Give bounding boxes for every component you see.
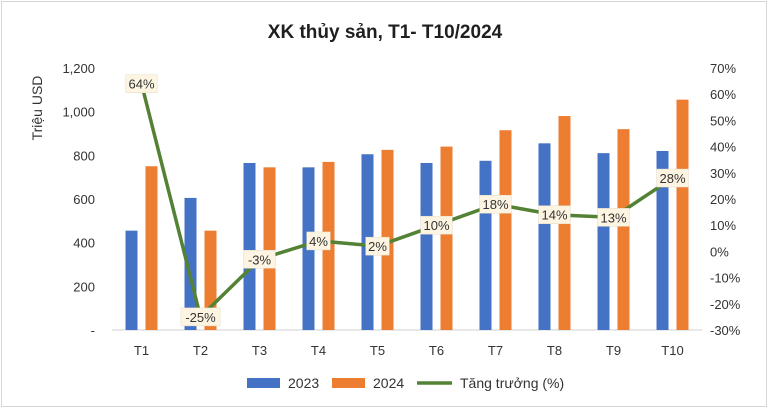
left-tick-label: - <box>91 323 95 338</box>
data-label-box <box>180 307 221 327</box>
bar-2024-T6 <box>440 146 453 330</box>
bar-2024-T3 <box>263 167 276 330</box>
growth-line <box>139 83 674 319</box>
bar-2023-T2 <box>184 197 197 330</box>
right-tick-label: 60% <box>710 87 736 102</box>
data-label-box <box>479 194 512 214</box>
right-tick-label: -30% <box>710 323 741 338</box>
left-tick-label: 1,200 <box>62 61 95 76</box>
bar-2023-T7 <box>479 160 492 330</box>
bar-2023-T9 <box>597 153 610 330</box>
legend: 2023 2024 Tăng trưởng (%) <box>247 375 564 391</box>
bar-2024-T9 <box>617 129 630 330</box>
category-label: T5 <box>370 343 385 358</box>
data-labels: 64% -25% -3% 4% 2% 10% 18% 14% 13% 28% <box>125 74 689 327</box>
bar-2024-T10 <box>676 99 689 331</box>
legend-swatch-2023 <box>247 378 280 388</box>
data-label: -3% <box>248 252 272 267</box>
data-label: 4% <box>309 234 328 249</box>
bar-2023-T10 <box>656 150 669 330</box>
right-tick-label: 10% <box>710 218 736 233</box>
right-tick-label: 20% <box>710 192 736 207</box>
data-label-box <box>597 208 630 227</box>
right-tick-label: -10% <box>710 271 741 286</box>
category-label: T6 <box>429 343 444 358</box>
data-label: 2% <box>368 239 387 254</box>
growth-line-series <box>139 83 674 319</box>
right-tick-label: 50% <box>710 113 736 128</box>
left-axis: - 200 400 600 800 1,000 1,200 <box>62 61 95 338</box>
category-label: T8 <box>547 343 562 358</box>
data-label-box <box>243 250 276 269</box>
category-label: T9 <box>606 343 621 358</box>
category-label: T1 <box>134 343 149 358</box>
right-tick-label: 70% <box>710 61 736 76</box>
right-axis: 70% 60% 50% 40% 30% 20% 10% 0% -10% -20% -30% <box>710 61 741 338</box>
legend-swatch-2024 <box>332 378 365 388</box>
data-label-box <box>420 215 453 235</box>
left-tick-label: 800 <box>73 148 95 163</box>
data-label-box <box>538 205 571 224</box>
data-label: 13% <box>600 210 626 225</box>
left-tick-label: 1,000 <box>62 105 95 120</box>
category-label: T2 <box>193 343 208 358</box>
category-label: T4 <box>311 343 326 358</box>
right-tick-label: 30% <box>710 166 736 181</box>
bar-2024-T1 <box>145 166 158 330</box>
data-label-box <box>365 236 390 256</box>
data-label: 18% <box>482 197 508 212</box>
right-tick-label: 0% <box>710 244 729 259</box>
category-label: T10 <box>661 343 683 358</box>
data-label-box <box>125 74 158 93</box>
data-label: 14% <box>541 208 567 223</box>
data-label-box <box>306 231 331 251</box>
bar-2023-T3 <box>243 162 256 330</box>
bar-series <box>125 99 689 331</box>
category-label: T3 <box>252 343 267 358</box>
bar-2023-T6 <box>420 162 433 330</box>
data-label: 28% <box>659 171 685 186</box>
legend-label-growth: Tăng trưởng (%) <box>460 375 564 391</box>
data-label: 64% <box>128 77 154 92</box>
right-tick-label: 40% <box>710 140 736 155</box>
legend-label-2024: 2024 <box>373 375 404 391</box>
left-tick-label: 200 <box>73 279 95 294</box>
bar-2023-T8 <box>538 143 551 330</box>
right-tick-label: -20% <box>710 297 741 312</box>
data-label: 10% <box>423 218 449 233</box>
left-tick-label: 400 <box>73 236 95 251</box>
data-label: -25% <box>185 310 216 325</box>
category-label: T7 <box>488 343 503 358</box>
left-tick-label: 600 <box>73 192 95 207</box>
bar-2024-T7 <box>499 130 512 330</box>
category-axis: T1 T2 T3 T4 T5 T6 T7 T8 T9 T10 <box>134 343 684 358</box>
chart-title: XK thủy sản, T1- T10/2024 <box>268 22 503 43</box>
y-axis-label: Triệu USD <box>29 76 45 141</box>
legend-label-2023: 2023 <box>288 375 319 391</box>
data-label-box <box>656 168 689 188</box>
bar-2023-T1 <box>125 230 138 330</box>
